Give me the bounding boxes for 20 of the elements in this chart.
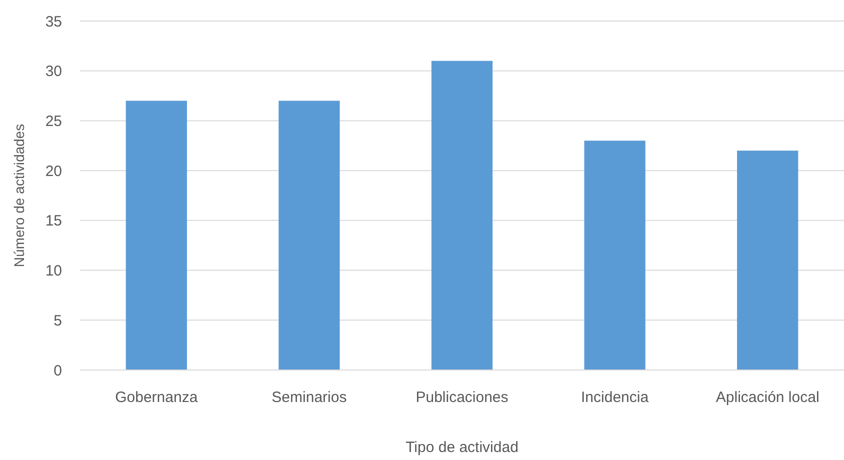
y-tick-label: 25 [45, 112, 62, 130]
y-tick-label: 15 [45, 212, 62, 230]
y-tick-label: 30 [45, 63, 62, 80]
bar [126, 100, 187, 370]
x-axis-title: Tipo de actividad [406, 439, 518, 456]
x-tick-label: Gobernanza [115, 389, 198, 406]
y-tick-label: 35 [45, 13, 62, 30]
bar [431, 60, 493, 370]
bar [737, 150, 798, 370]
y-axis-title: Número de actividades [11, 124, 27, 268]
bar [584, 140, 646, 370]
x-tick-label: Incidencia [581, 389, 650, 406]
x-tick-label: Aplicación local [716, 389, 820, 406]
y-tick-label: 0 [54, 362, 62, 380]
bar [278, 100, 340, 370]
y-tick-label: 5 [54, 312, 62, 330]
y-tick-label: 20 [45, 162, 62, 180]
x-tick-label: Seminarios [272, 389, 347, 406]
y-tick-label: 10 [45, 262, 62, 280]
x-tick-label: Publicaciones [416, 389, 508, 406]
